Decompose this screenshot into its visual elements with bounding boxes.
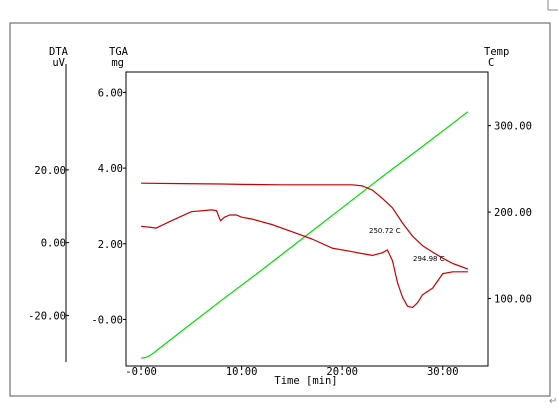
plot-area xyxy=(125,71,489,367)
tga-tick-label: 2.00 xyxy=(98,239,123,251)
temp-tick-label: 100.00 xyxy=(494,294,532,306)
tga-tick-label: 4.00 xyxy=(98,163,123,175)
tga-axis-unit: mg xyxy=(111,57,124,69)
temp-axis-unit: C xyxy=(488,57,494,69)
return-mark: ↵ xyxy=(549,396,557,407)
temp-tick-label: 200.00 xyxy=(494,207,532,219)
temp-curve xyxy=(141,111,469,359)
tga-tick-label: 6.00 xyxy=(98,87,123,99)
x-tick-label: 30.00 xyxy=(427,366,459,378)
tga-tick-label: -0.00 xyxy=(91,314,123,326)
dta-curve xyxy=(141,209,468,308)
tga-axis-title: TGA xyxy=(109,46,129,58)
dta-axis-unit: uV xyxy=(52,57,65,69)
temp-tick-label: 300.00 xyxy=(494,121,532,133)
dta-tick-label: 20.00 xyxy=(34,165,66,177)
x-tick-label: 10.00 xyxy=(226,366,258,378)
x-tick-label: 20.00 xyxy=(326,366,358,378)
x-axis-title: Time [min] xyxy=(274,375,337,387)
dta-tick-label: -20.00 xyxy=(28,310,66,322)
peak-annotation-2: 294.98 C xyxy=(413,255,445,263)
x-tick-label: -0.00 xyxy=(125,366,157,378)
dta-axis-title: DTA xyxy=(49,46,69,58)
outer-frame xyxy=(9,22,551,397)
tga-curve xyxy=(141,182,469,270)
dta-tick-label: 0.00 xyxy=(41,238,66,250)
peak-annotation-1: 250.72 C xyxy=(369,227,401,235)
temp-axis-title: Temp xyxy=(484,46,509,58)
